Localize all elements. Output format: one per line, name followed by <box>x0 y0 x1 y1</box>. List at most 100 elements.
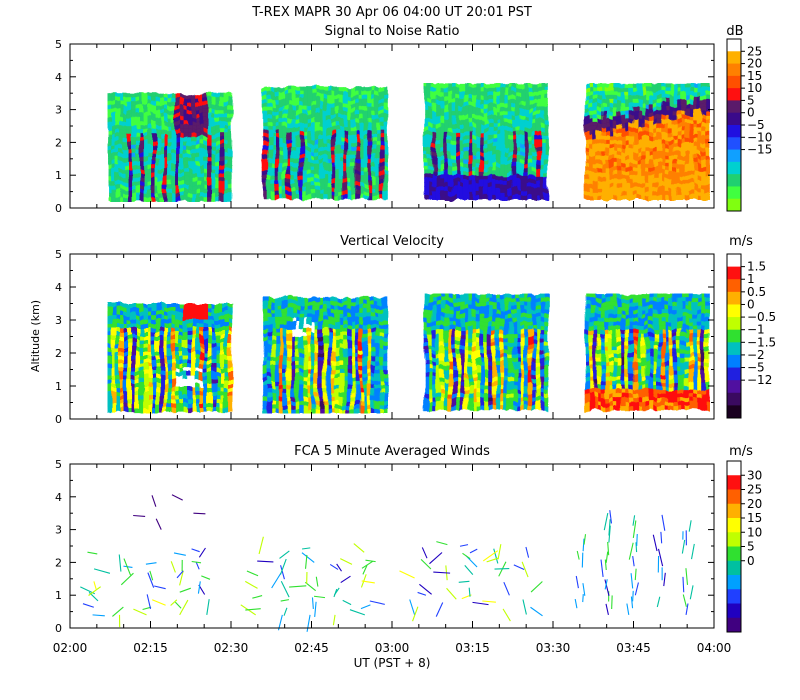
snr-cell <box>464 155 469 160</box>
velocity-cell <box>275 344 280 350</box>
snr-cell <box>697 95 702 100</box>
velocity-cell <box>287 360 292 366</box>
snr-cell <box>227 97 233 102</box>
snr-cell <box>291 178 296 184</box>
snr-cell <box>319 130 324 136</box>
velocity-cell <box>219 395 225 401</box>
snr-cell <box>179 153 185 158</box>
snr-cell <box>327 158 332 164</box>
velocity-cell <box>283 312 288 318</box>
velocity-cell <box>171 307 177 313</box>
snr-cell <box>500 91 505 96</box>
velocity-cell <box>267 400 272 406</box>
snr-cell <box>701 155 706 160</box>
snr-cell <box>693 99 698 104</box>
snr-cell <box>705 135 710 140</box>
snr-cell <box>223 105 229 110</box>
snr-cell <box>159 133 165 138</box>
snr-cell <box>677 91 682 96</box>
snr-cell <box>339 170 344 176</box>
velocity-cell <box>171 391 177 397</box>
snr-cell <box>343 186 348 192</box>
snr-cell <box>179 125 185 130</box>
velocity-cell <box>147 307 153 313</box>
snr-cell <box>432 187 437 192</box>
velocity-cell <box>303 348 308 354</box>
velocity-cell <box>275 328 280 334</box>
velocity-cell <box>203 399 209 405</box>
snr-cell <box>183 93 189 98</box>
snr-cell <box>135 177 141 182</box>
snr-cell <box>629 123 634 128</box>
snr-cell <box>593 179 598 184</box>
snr-cell <box>119 113 125 118</box>
snr-cell <box>183 133 189 138</box>
velocity-cell <box>275 392 280 398</box>
snr-cell <box>657 95 662 100</box>
snr-cell <box>689 111 694 116</box>
snr-cell <box>363 194 368 200</box>
snr-cell <box>649 87 654 92</box>
snr-cell <box>267 106 272 112</box>
snr-cell <box>135 129 141 134</box>
snr-cell <box>593 123 598 128</box>
snr-cell <box>589 139 594 144</box>
snr-cell <box>516 179 521 184</box>
velocity-cell <box>311 344 316 350</box>
velocity-cell <box>107 335 113 341</box>
snr-cell <box>504 187 509 192</box>
snr-cell <box>456 99 461 104</box>
snr-cell <box>641 143 646 148</box>
snr-cell <box>428 123 433 128</box>
snr-cell <box>436 111 441 116</box>
snr-cell <box>263 138 268 144</box>
velocity-cell <box>291 336 296 342</box>
snr-cell <box>432 111 437 116</box>
snr-cell <box>681 107 686 112</box>
snr-cell <box>303 190 308 196</box>
snr-cell <box>135 121 141 126</box>
snr-cell <box>661 187 666 192</box>
snr-cell <box>597 123 602 128</box>
snr-cell <box>379 138 384 144</box>
snr-cell <box>536 159 541 164</box>
snr-cell <box>480 107 485 112</box>
snr-cell <box>428 179 433 184</box>
snr-cell <box>528 155 533 160</box>
snr-cell <box>195 117 201 122</box>
snr-cell <box>179 133 185 138</box>
velocity-cell <box>107 303 113 309</box>
velocity-cell <box>227 399 233 405</box>
snr-cell <box>123 173 129 178</box>
velocity-cell <box>227 319 233 325</box>
velocity-cell <box>191 371 197 377</box>
velocity-cell <box>299 304 304 310</box>
snr-cell <box>625 95 630 100</box>
velocity-cell <box>327 336 332 342</box>
snr-cell <box>319 86 324 92</box>
snr-cell <box>685 171 690 176</box>
velocity-cell <box>111 319 117 325</box>
snr-cell <box>327 194 332 200</box>
velocity-cell <box>279 324 284 330</box>
snr-cell <box>335 182 340 188</box>
velocity-cell <box>107 403 113 409</box>
snr-cell <box>456 167 461 172</box>
snr-cell <box>617 107 622 112</box>
snr-cell <box>544 183 549 188</box>
velocity-cell <box>291 400 296 406</box>
snr-cell <box>524 99 529 104</box>
velocity-cell <box>167 367 173 373</box>
snr-cell <box>669 119 674 124</box>
snr-cell <box>500 147 505 152</box>
velocity-cell <box>131 355 137 361</box>
velocity-cell <box>123 323 129 329</box>
snr-cell <box>480 143 485 148</box>
velocity-cell <box>183 395 189 401</box>
snr-cell <box>295 134 300 140</box>
snr-cell <box>335 174 340 180</box>
colorbar-tick-label: 25 <box>747 44 762 58</box>
snr-cell <box>424 135 429 140</box>
velocity-cell <box>115 363 121 369</box>
